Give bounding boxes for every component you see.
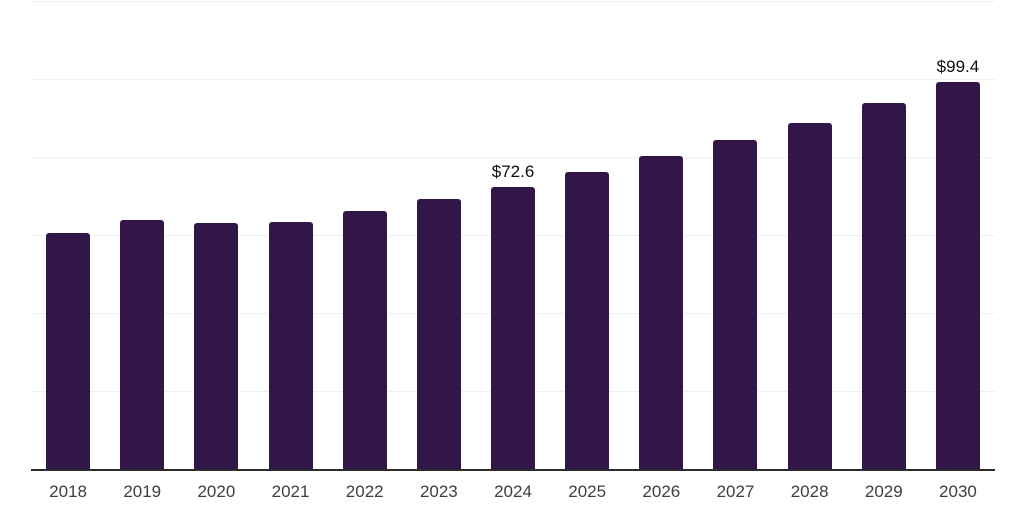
bar-band-2024: $72.6 [476,2,550,470]
x-axis-label-2020: 2020 [197,482,236,501]
x-axis-label-2024: 2024 [494,482,532,501]
bar-band-2022 [328,2,402,470]
bar-band-2023 [402,2,476,470]
bar-band-2020 [179,2,253,470]
bar-band-2018 [31,2,105,470]
bar-2029[interactable] [861,103,906,470]
x-axis-label-2030: 2030 [939,482,977,501]
bar-2025[interactable] [565,172,610,470]
gridline-120 [31,1,995,2]
bar-2023[interactable] [416,198,461,470]
bar-band-2026 [624,2,698,470]
x-axis-label-2018: 2018 [49,482,87,501]
x-axis-label-2028: 2028 [790,482,829,501]
bar-band-2021 [253,2,327,470]
plot-area: $72.6 $99.4 [31,1,995,471]
bar-band-2030: $99.4 [921,2,995,470]
bar-series: $72.6 $99.4 [31,2,995,470]
x-axis-label-2021: 2021 [271,482,310,501]
bar-2027[interactable] [713,140,758,470]
bar-2028[interactable] [787,122,832,470]
bar-band-2025 [550,2,624,470]
x-axis-label-2022: 2022 [345,482,384,501]
x-axis-label-2026: 2026 [642,482,681,501]
bar-2024[interactable] [491,186,536,470]
bar-2030[interactable] [935,82,980,470]
bar-2020[interactable] [194,222,239,470]
bar-value-label-2030: $99.4 [936,57,980,77]
bar-2022[interactable] [342,211,387,470]
bar-band-2029 [847,2,921,470]
x-axis-label-2023: 2023 [419,482,458,501]
gridline-100 [31,79,995,80]
x-axis-tick-labels: 2018 2019 2020 2021 2022 2023 2024 2025 2026 2027… [31,482,995,502]
bar-2026[interactable] [639,156,684,470]
bar-2019[interactable] [120,220,165,470]
bar-band-2028 [773,2,847,470]
bar-2018[interactable] [46,233,91,470]
bar-value-label-2024: $72.6 [491,161,535,181]
bar-2021[interactable] [268,221,313,470]
bar-band-2027 [698,2,772,470]
x-axis-line [31,469,995,471]
x-axis-label-2019: 2019 [123,482,162,501]
x-axis-label-2029: 2029 [864,482,903,501]
x-axis-label-2025: 2025 [568,482,607,501]
bar-band-2019 [105,2,179,470]
x-axis-label-2027: 2027 [716,482,755,501]
gridline-80 [31,157,995,159]
